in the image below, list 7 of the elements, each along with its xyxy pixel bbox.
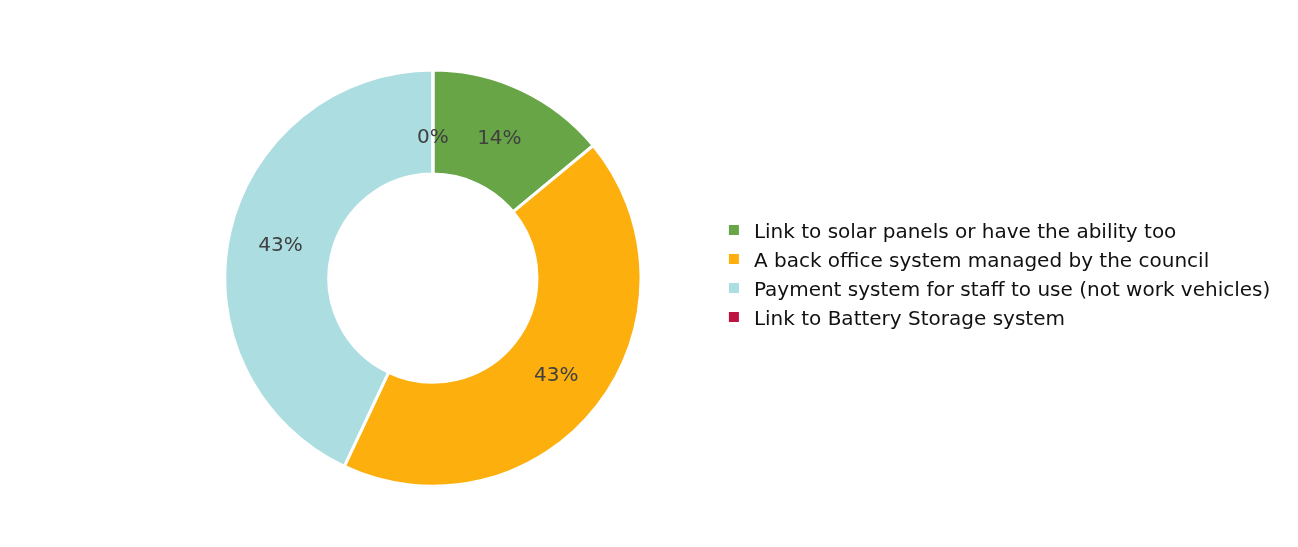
data-label: 43% (534, 361, 579, 386)
legend-label: A back office system managed by the council (753, 247, 1210, 272)
data-label: 14% (477, 124, 522, 149)
legend-label: Link to solar panels or have the ability too (753, 218, 1177, 243)
legend-label: Link to Battery Storage system (753, 305, 1065, 330)
data-label: 43% (258, 232, 303, 257)
legend-label: Payment system for staff to use (not work vehicles) (753, 276, 1271, 301)
